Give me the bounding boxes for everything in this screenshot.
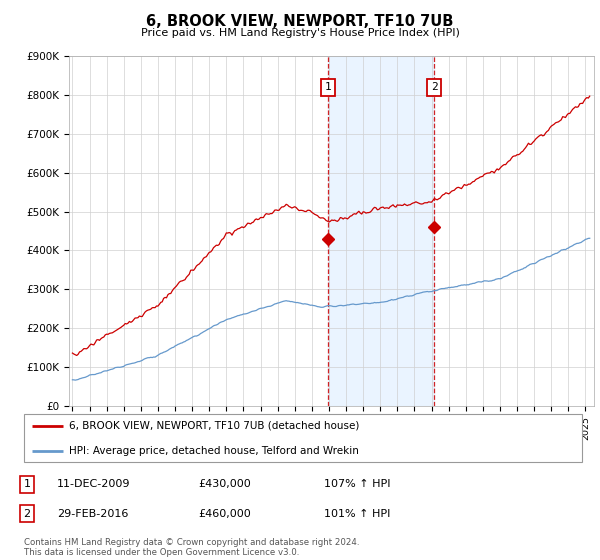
Text: HPI: Average price, detached house, Telford and Wrekin: HPI: Average price, detached house, Telf… <box>68 446 359 456</box>
Text: 107% ↑ HPI: 107% ↑ HPI <box>324 479 391 489</box>
Text: £430,000: £430,000 <box>198 479 251 489</box>
Text: 2: 2 <box>431 82 437 92</box>
Text: 6, BROOK VIEW, NEWPORT, TF10 7UB (detached house): 6, BROOK VIEW, NEWPORT, TF10 7UB (detach… <box>68 421 359 431</box>
Text: Price paid vs. HM Land Registry's House Price Index (HPI): Price paid vs. HM Land Registry's House … <box>140 28 460 38</box>
Text: 1: 1 <box>23 479 31 489</box>
Text: 2: 2 <box>23 508 31 519</box>
Bar <box>328 56 434 406</box>
Text: 101% ↑ HPI: 101% ↑ HPI <box>324 508 391 519</box>
Text: 11-DEC-2009: 11-DEC-2009 <box>57 479 131 489</box>
Text: 1: 1 <box>325 82 331 92</box>
Text: 29-FEB-2016: 29-FEB-2016 <box>57 508 128 519</box>
Text: £460,000: £460,000 <box>198 508 251 519</box>
Text: Contains HM Land Registry data © Crown copyright and database right 2024.
This d: Contains HM Land Registry data © Crown c… <box>24 538 359 557</box>
Text: 6, BROOK VIEW, NEWPORT, TF10 7UB: 6, BROOK VIEW, NEWPORT, TF10 7UB <box>146 14 454 29</box>
